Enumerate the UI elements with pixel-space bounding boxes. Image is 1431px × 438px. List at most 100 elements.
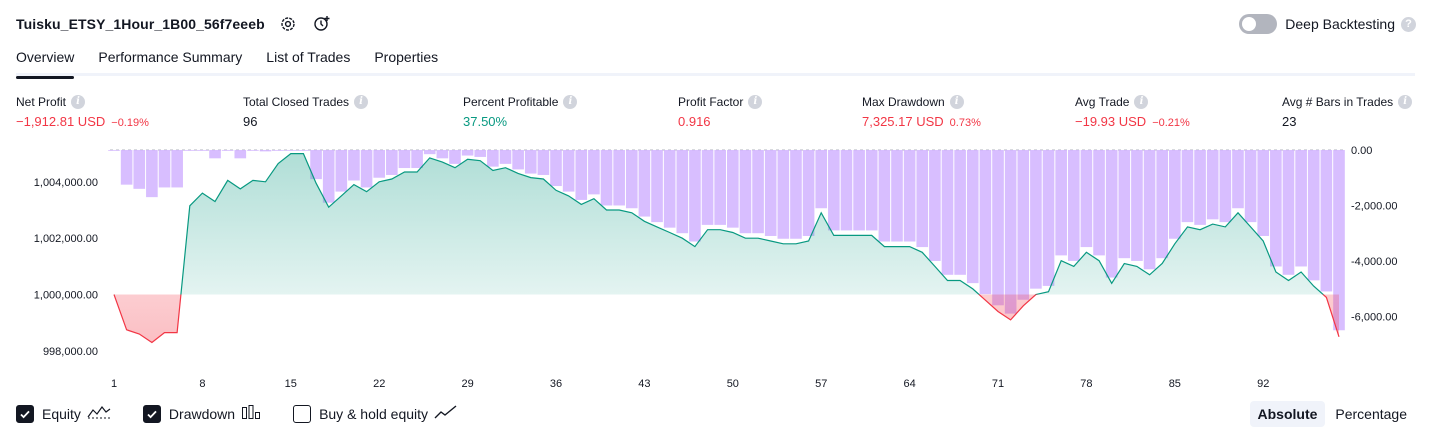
drawdown-bar xyxy=(1270,150,1282,267)
drawdown-bar xyxy=(1295,150,1307,267)
drawdown-bar xyxy=(499,150,512,164)
drawdown-bar xyxy=(171,150,183,188)
drawdown-bar xyxy=(1333,150,1345,331)
drawdown-bar xyxy=(1118,150,1131,259)
metric-label: Percent Profitable xyxy=(463,94,559,109)
drawdown-bar xyxy=(727,150,739,228)
y-right-tick-label: 0.00 xyxy=(1351,145,1372,157)
drawdown-bar xyxy=(878,150,891,242)
y-right-tick-label: -2,000.00 xyxy=(1351,200,1397,212)
metric-label: Avg # Bars in Trades xyxy=(1282,94,1394,109)
drawdown-bar xyxy=(133,150,146,189)
drawdown-bar xyxy=(423,150,436,155)
deep-backtesting-label: Deep Backtesting xyxy=(1285,16,1395,32)
info-icon[interactable]: i xyxy=(563,94,578,109)
drawdown-bar xyxy=(979,150,992,295)
metric-net-profit: Net Profit i −1,912.81 USD −0.19% xyxy=(16,94,149,129)
drawdown-bar xyxy=(1030,150,1042,289)
chart-mode-switch: Absolute Percentage xyxy=(1248,401,1416,427)
x-tick-label: 29 xyxy=(461,378,473,390)
mode-absolute[interactable]: Absolute xyxy=(1249,401,1326,427)
strategy-name: Tuisku_ETSY_1Hour_1B00_56f7eeeb xyxy=(16,16,265,32)
equity-checkbox[interactable] xyxy=(16,405,34,423)
help-icon[interactable]: ? xyxy=(1401,16,1416,32)
legend-label: Drawdown xyxy=(168,406,236,422)
drawdown-bar xyxy=(840,150,853,231)
drawdown-bar xyxy=(196,150,209,151)
drawdown-bar xyxy=(373,150,386,178)
info-icon[interactable]: i xyxy=(748,94,763,109)
drawdown-bar xyxy=(1181,150,1194,223)
drawdown-bar xyxy=(322,150,335,203)
drawdown-bar xyxy=(348,150,360,181)
buy-hold-checkbox[interactable] xyxy=(293,405,312,423)
x-tick-label: 1 xyxy=(111,378,117,390)
drawdown-bar xyxy=(259,150,272,152)
x-tick-label: 71 xyxy=(992,378,1004,390)
drawdown-bar xyxy=(891,150,903,242)
metric-max-drawdown: Max Drawdown i 7,325.17 USD 0.73% xyxy=(862,94,981,129)
tab-list-of-trades[interactable]: List of Trades xyxy=(266,49,351,65)
drawdown-bar xyxy=(651,150,663,223)
metric-sub: −0.21% xyxy=(1152,117,1190,129)
x-tick-label: 85 xyxy=(1169,378,1181,390)
legend-drawdown[interactable]: Drawdown xyxy=(142,404,261,425)
drawdown-bar xyxy=(701,150,714,225)
info-icon[interactable]: i xyxy=(71,94,86,109)
equity-drawdown-chart[interactable]: 1,004,000.00 1,002,000.00 1,000,000.00 998,… xyxy=(0,140,1431,395)
info-icon[interactable]: i xyxy=(354,94,369,109)
settings-icon[interactable] xyxy=(277,13,299,35)
info-icon[interactable]: i xyxy=(1134,94,1149,109)
toggle-knob xyxy=(1242,17,1257,31)
tab-performance-summary[interactable]: Performance Summary xyxy=(98,49,243,65)
drawdown-bar xyxy=(449,150,461,164)
metric-avg-trade: Avg Trade i −19.93 USD −0.21% xyxy=(1075,94,1190,129)
drawdown-bar xyxy=(158,150,171,188)
metric-profit-factor: Profit Factor i 0.916 xyxy=(678,94,763,129)
deep-backtesting-toggle[interactable] xyxy=(1239,14,1278,34)
mode-percentage[interactable]: Percentage xyxy=(1335,406,1407,422)
drawdown-bar xyxy=(1131,150,1143,261)
x-tick-label: 92 xyxy=(1257,378,1269,390)
drawdown-checkbox[interactable] xyxy=(142,405,161,423)
add-alert-icon[interactable] xyxy=(311,13,333,35)
drawdown-bar xyxy=(676,150,689,234)
drawdown-bar xyxy=(1017,150,1030,300)
legend-buy-hold[interactable]: Buy & hold equity xyxy=(293,404,458,425)
drawdown-bar xyxy=(929,150,941,261)
drawdown-bar xyxy=(663,150,676,228)
legend-label: Equity xyxy=(42,406,81,422)
drawdown-bar xyxy=(398,150,411,169)
metric-value: −19.93 USD xyxy=(1075,114,1147,129)
drawdown-bar xyxy=(588,150,600,195)
drawdown-bar xyxy=(1244,150,1257,223)
info-icon[interactable]: i xyxy=(949,94,964,109)
drawdown-bar xyxy=(865,150,878,231)
drawdown-bar xyxy=(1257,150,1270,236)
drawdown-bar xyxy=(310,150,322,180)
legend-equity[interactable]: Equity xyxy=(16,404,111,425)
info-icon[interactable]: i xyxy=(1398,94,1413,109)
drawdown-bar xyxy=(1282,150,1295,275)
tab-overview[interactable]: Overview xyxy=(16,44,75,79)
tab-properties[interactable]: Properties xyxy=(374,49,439,65)
equity-line-positive xyxy=(113,153,1325,295)
x-tick-label: 43 xyxy=(638,378,650,390)
buy-hold-line-icon xyxy=(434,404,458,425)
metric-total-closed-trades: Total Closed Trades i 96 xyxy=(243,94,369,129)
drawdown-bar xyxy=(284,150,297,151)
drawdown-bar xyxy=(335,150,348,192)
drawdown-bar xyxy=(714,150,726,225)
drawdown-bar xyxy=(272,150,284,151)
drawdown-bar xyxy=(992,150,1004,306)
equity-area-positive xyxy=(114,153,1339,295)
drawdown-bar xyxy=(1067,150,1080,261)
drawdown-bar xyxy=(297,150,310,151)
x-tick-label: 50 xyxy=(727,378,739,390)
drawdown-bar xyxy=(903,150,916,242)
metric-label: Total Closed Trades xyxy=(243,94,350,109)
drawdown-bar xyxy=(474,150,487,157)
metric-sub: 0.73% xyxy=(949,117,981,129)
drawdown-bar xyxy=(512,150,524,170)
drawdown-bar xyxy=(524,150,537,174)
